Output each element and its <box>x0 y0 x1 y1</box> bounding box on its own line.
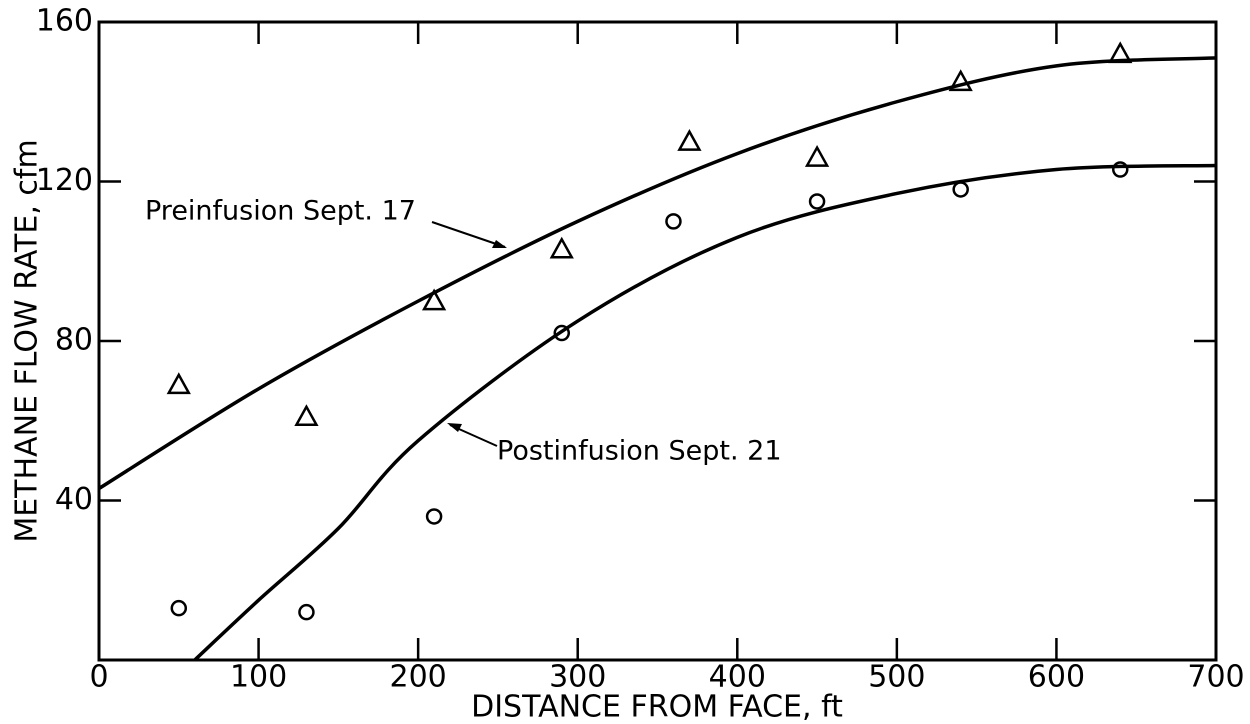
triangle-marker <box>421 288 447 311</box>
circle-marker <box>1112 161 1129 178</box>
triangle-marker <box>166 372 191 395</box>
circle-marker <box>808 193 826 210</box>
arrow-head <box>492 240 507 248</box>
x-tick-label: 300 <box>549 660 606 695</box>
x-axis-label: DISTANCE FROM FACE, ft <box>471 690 843 724</box>
x-tick-label: 600 <box>1028 660 1085 695</box>
x-tick-label: 700 <box>1187 660 1244 695</box>
circle-marker <box>553 324 571 342</box>
circle-marker <box>425 508 443 525</box>
y-tick-label: 160 <box>36 4 93 39</box>
x-tick-label: 200 <box>390 660 447 695</box>
y-tick-label: 40 <box>55 482 93 517</box>
x-tick-label: 400 <box>709 660 766 695</box>
annotation: Preinfusion Sept. 17 <box>145 196 507 248</box>
triangle-marker <box>804 145 830 167</box>
annotation-arrow <box>431 221 506 248</box>
y-axis-label: METHANE FLOW RATE, cfm <box>10 139 45 542</box>
series-label: Postinfusion Sept. 21 <box>497 436 782 467</box>
annotation: Postinfusion Sept. 21 <box>447 423 782 467</box>
y-tick-label: 120 <box>36 163 93 198</box>
plot-frame <box>97 20 1218 662</box>
circle-marker <box>170 599 188 617</box>
fit-curve <box>193 163 1217 662</box>
series-label: Preinfusion Sept. 17 <box>145 196 416 227</box>
fit-curve <box>98 56 1217 491</box>
x-tick-label: 500 <box>868 660 925 695</box>
circle-marker <box>665 213 682 230</box>
x-tick-label: 0 <box>89 660 108 695</box>
triangle-marker <box>294 404 319 427</box>
triangle-marker <box>948 69 973 92</box>
arrow-head <box>447 423 462 432</box>
triangle-marker <box>1108 41 1133 64</box>
triangle-marker <box>549 236 574 259</box>
y-tick-label: 80 <box>55 323 93 358</box>
x-tick-label: 100 <box>230 660 287 695</box>
circle-marker <box>298 603 315 621</box>
circle-marker <box>952 181 969 198</box>
triangle-marker <box>677 129 702 151</box>
